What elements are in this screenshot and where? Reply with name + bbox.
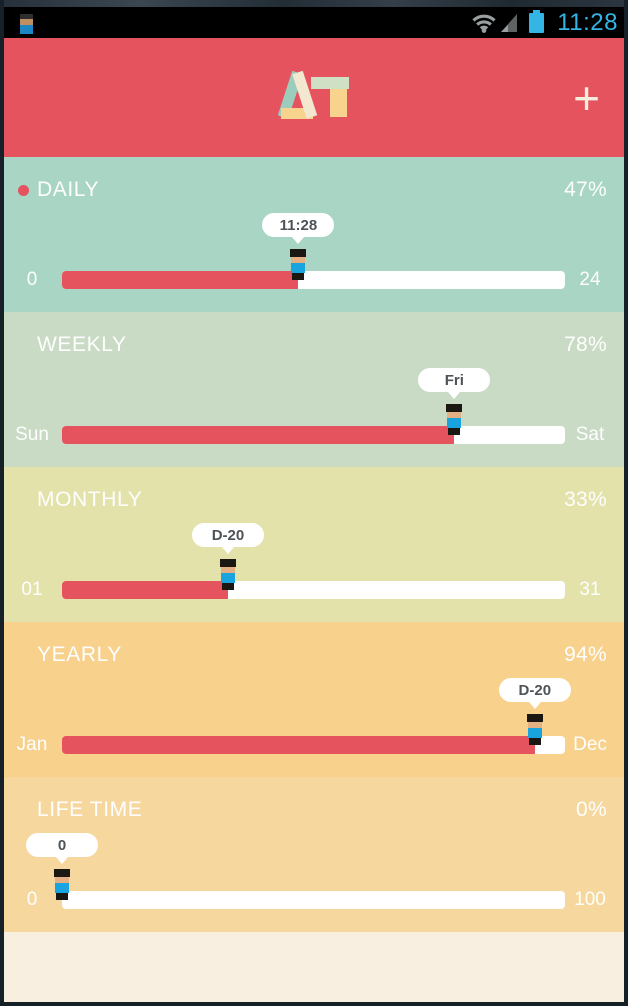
thumb-feet (448, 428, 461, 435)
section-title-row: LIFE TIME 0% (4, 797, 624, 823)
progress-fill (62, 271, 299, 289)
status-bar-clock: 11:28 (557, 8, 618, 36)
slider-tooltip: D-20 (498, 678, 571, 709)
notif-hat (20, 14, 33, 19)
progress-track (62, 426, 565, 444)
range-min-label: 0 (26, 889, 38, 910)
progress-track (62, 271, 565, 289)
range-max-label: Sat (575, 424, 605, 445)
section-percent: 78% (564, 333, 607, 356)
section-title-row: MONTHLY 33% (4, 487, 624, 513)
thumb-shirt (527, 728, 542, 738)
section-title: YEARLY (37, 643, 122, 666)
wifi-icon (472, 14, 496, 33)
slider-tooltip: 11:28 (262, 213, 335, 244)
cell-signal-icon (501, 13, 518, 32)
person-slider-thumb-icon (219, 559, 236, 590)
slider-tooltip: D-20 (191, 523, 264, 554)
progress-track (62, 736, 565, 754)
tooltip-pointer-icon (221, 547, 234, 554)
section-percent: 0% (576, 798, 607, 821)
section-daily[interactable]: DAILY 47% 11:28 0 24 (4, 157, 624, 312)
slider-tooltip: Fri (418, 368, 491, 399)
section-title-row: YEARLY 94% (4, 642, 624, 668)
notif-shirt (20, 25, 33, 34)
section-title: LIFE TIME (37, 798, 143, 821)
section-percent: 94% (564, 643, 607, 666)
status-bar-right: 11:28 (471, 9, 618, 37)
slider-tooltip-value: Fri (444, 371, 464, 389)
app-logo-icon (278, 71, 349, 119)
range-min-label: Sun (15, 424, 49, 445)
app-screen: 11:28 + DAILY 47% 11:28 (4, 0, 624, 1002)
progress-fill (62, 426, 455, 444)
wallpaper-sliver (4, 0, 624, 7)
thumb-hat (446, 404, 463, 412)
thumb-feet (528, 738, 541, 745)
section-percent: 33% (564, 488, 607, 511)
thumb-hat (526, 714, 543, 722)
person-slider-thumb-icon (446, 404, 463, 435)
progress-track (62, 581, 565, 599)
section-title: DAILY (37, 178, 100, 201)
thumb-shirt (220, 573, 235, 583)
progress-fill (62, 736, 535, 754)
thumb-feet (292, 273, 305, 280)
range-max-label: 24 (579, 269, 601, 290)
thumb-shirt (447, 418, 462, 428)
slider-tooltip-value: 11:28 (279, 216, 318, 234)
tooltip-pointer-icon (292, 237, 305, 244)
section-percent: 47% (564, 178, 607, 201)
thumb-face (220, 567, 235, 573)
thumb-feet (56, 893, 68, 900)
person-slider-thumb-icon (526, 714, 543, 745)
thumb-face (55, 877, 69, 883)
section-title: MONTHLY (37, 488, 143, 511)
section-title: WEEKLY (37, 333, 127, 356)
range-min-label: Jan (16, 734, 48, 755)
footer-spacer (4, 932, 624, 1002)
slider-tooltip-value: D-20 (211, 526, 245, 544)
section-title-row: WEEKLY 78% (4, 332, 624, 358)
slider-tooltip-value: 0 (57, 836, 67, 854)
section-monthly[interactable]: MONTHLY 33% D-20 01 31 (4, 467, 624, 622)
range-min-label: 01 (21, 579, 43, 600)
battery-icon (529, 9, 545, 33)
section-yearly[interactable]: YEARLY 94% D-20 Jan Dec (4, 622, 624, 777)
progress-fill (62, 581, 228, 599)
thumb-hat (54, 869, 70, 877)
status-bar: 11:28 (4, 7, 624, 38)
notif-face (20, 19, 33, 25)
range-max-label: 100 (574, 889, 606, 910)
thumb-hat (219, 559, 236, 567)
thumb-face (527, 722, 542, 728)
tooltip-pointer-icon (448, 392, 461, 399)
section-title-row: DAILY 47% (4, 177, 624, 203)
app-header: + (4, 38, 624, 157)
section-lifetime[interactable]: LIFE TIME 0% 0 0 100 (4, 777, 624, 932)
range-max-label: Dec (573, 734, 607, 755)
add-button[interactable]: + (573, 71, 600, 124)
tooltip-pointer-icon (56, 857, 68, 864)
person-slider-thumb-icon (290, 249, 307, 280)
thumb-shirt (291, 263, 306, 273)
active-day-dot-icon (18, 185, 29, 196)
person-slider-thumb-icon (54, 869, 70, 900)
person-figure-icon (20, 14, 33, 34)
thumb-face (447, 412, 462, 418)
progress-track (62, 891, 565, 909)
tooltip-pointer-icon (528, 702, 541, 709)
section-weekly[interactable]: WEEKLY 78% Fri Sun Sat (4, 312, 624, 467)
slider-tooltip: 0 (26, 833, 98, 864)
thumb-shirt (55, 883, 69, 893)
range-min-label: 0 (26, 269, 38, 290)
range-max-label: 31 (579, 579, 601, 600)
thumb-hat (290, 249, 307, 257)
thumb-feet (221, 583, 234, 590)
slider-tooltip-value: D-20 (518, 681, 552, 699)
thumb-face (291, 257, 306, 263)
